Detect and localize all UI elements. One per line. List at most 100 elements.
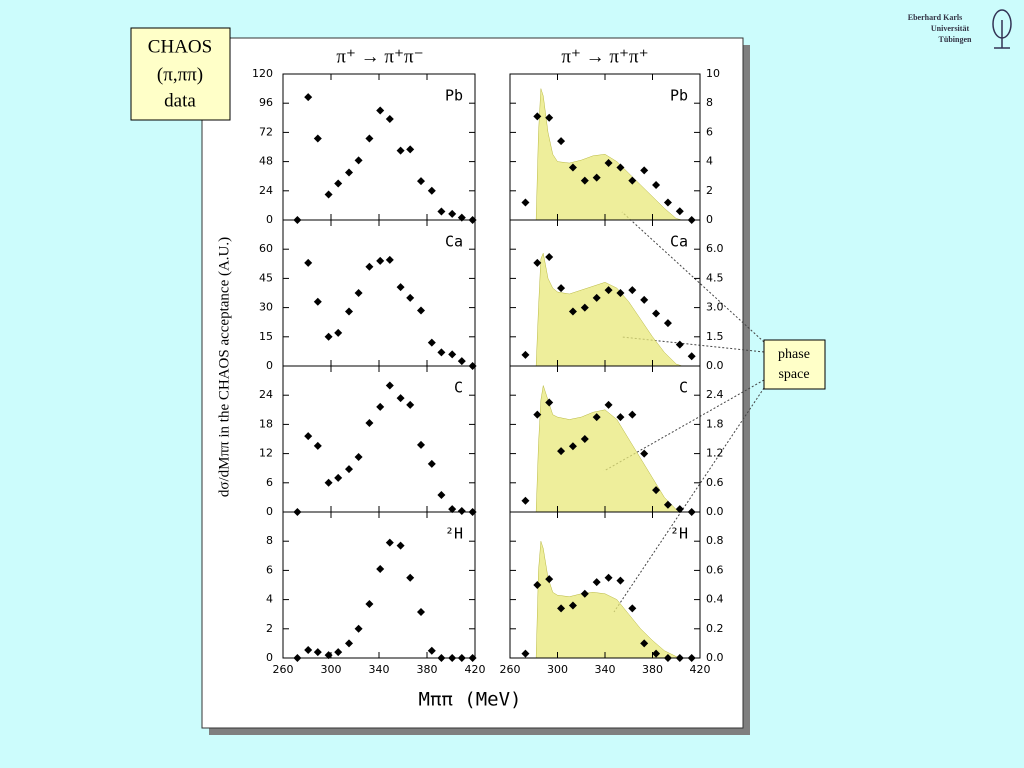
data-point [385, 538, 394, 547]
y-tick-label: 15 [259, 330, 273, 343]
data-point [354, 289, 363, 297]
data-point [396, 394, 405, 403]
x-tick-label: 340 [595, 663, 616, 676]
data-point [427, 338, 436, 347]
x-axis-label: Mππ (MeV) [419, 689, 522, 711]
y-tick-label: 120 [252, 67, 273, 80]
label-box [130, 27, 231, 121]
panel-label: ²H [670, 525, 688, 543]
data-point [448, 505, 457, 514]
data-point [675, 207, 684, 216]
y-tick-label: 12 [259, 447, 273, 460]
x-tick-label: 300 [321, 663, 342, 676]
y-tick-label: 6 [266, 563, 273, 576]
data-point [417, 306, 425, 315]
data-point [616, 289, 625, 297]
data-point [640, 639, 649, 648]
data-point [568, 163, 577, 172]
data-point [385, 255, 394, 264]
phase-space-area [535, 88, 683, 221]
data-point [304, 93, 313, 102]
data-point [675, 654, 684, 662]
logo-text: Universität [931, 24, 970, 33]
data-point [640, 449, 649, 458]
data-point [345, 168, 353, 177]
y-tick-label: 0.2 [706, 622, 724, 635]
data-point [345, 307, 353, 316]
data-point [324, 190, 333, 199]
data-point [313, 648, 322, 657]
data-point [385, 115, 394, 124]
data-point [406, 573, 415, 582]
data-point [376, 402, 385, 411]
data-point [521, 198, 530, 207]
y-tick-label: 0.0 [706, 651, 724, 664]
panel-label: C [454, 379, 463, 397]
data-point [521, 350, 530, 359]
column-title: π⁺ → π⁺π⁺ [561, 46, 648, 67]
data-point [448, 209, 457, 218]
data-point [417, 608, 425, 617]
data-point [354, 624, 363, 633]
data-point [334, 328, 343, 337]
data-point [663, 500, 672, 509]
y-tick-label: 6 [706, 125, 713, 138]
data-point [533, 258, 542, 267]
y-tick-label: 30 [259, 301, 273, 314]
panel-label: Pb [670, 87, 688, 105]
data-point [365, 134, 374, 143]
data-point [580, 176, 589, 185]
y-tick-label: 4 [266, 593, 273, 606]
y-tick-label: 6.0 [706, 242, 724, 255]
data-point [313, 134, 322, 143]
data-point [457, 507, 466, 516]
phase-space-area [535, 252, 683, 367]
y-tick-label: 48 [259, 155, 273, 168]
y-tick-label: 24 [259, 388, 273, 401]
x-tick-label: 420 [690, 663, 711, 676]
data-point [334, 179, 343, 188]
y-tick-label: 8 [266, 534, 273, 547]
data-point [437, 207, 446, 216]
panel-label: Pb [445, 87, 463, 105]
data-point [533, 112, 542, 121]
data-point [448, 654, 457, 662]
data-point [521, 649, 530, 658]
data-point [616, 576, 625, 585]
data-point [304, 432, 313, 441]
data-point [640, 166, 649, 175]
data-point [457, 654, 466, 662]
phase-space-area [535, 385, 683, 513]
y-tick-label: 0.6 [706, 476, 724, 489]
y-tick-label: 0.8 [706, 534, 724, 547]
logo-text: Tübingen [939, 35, 972, 44]
data-point [406, 293, 415, 302]
data-point [616, 163, 625, 172]
column-title: π⁺ → π⁺π⁻ [336, 46, 423, 67]
data-point [568, 307, 577, 316]
data-point [437, 490, 446, 499]
callout-text: space [778, 367, 809, 382]
y-tick-label: 0 [706, 213, 713, 226]
data-point [580, 589, 589, 598]
data-point [324, 332, 333, 341]
y-tick-label: 2 [266, 622, 273, 635]
y-axis-label: dσ/dMππ in the CHAOS acceptance (A.U.) [216, 237, 232, 497]
data-point [557, 604, 566, 613]
x-tick-label: 380 [642, 663, 663, 676]
data-point [628, 604, 637, 613]
data-point [427, 459, 436, 468]
label-line: (π,ππ) [157, 64, 203, 85]
data-point [628, 286, 637, 295]
data-point [376, 106, 385, 115]
y-tick-label: 0 [266, 505, 273, 518]
x-tick-label: 420 [465, 663, 486, 676]
data-point [675, 340, 684, 349]
y-tick-label: 1.8 [706, 417, 724, 430]
data-point [580, 303, 589, 312]
data-point [345, 639, 353, 648]
data-point [675, 505, 684, 514]
data-point [663, 319, 672, 328]
data-point [313, 441, 322, 450]
